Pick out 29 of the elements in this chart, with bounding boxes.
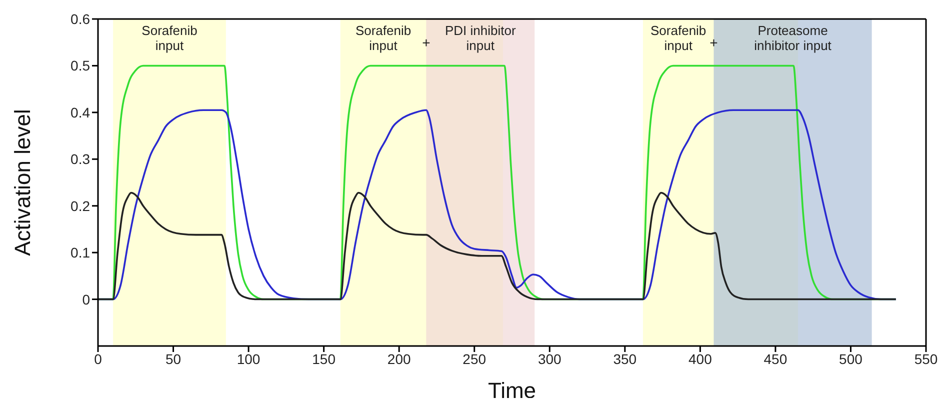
x-tick-label: 50 [165, 350, 182, 367]
x-tick-label: 250 [462, 350, 486, 367]
y-tick-label: 0.1 [70, 244, 90, 261]
x-tick-label: 400 [688, 350, 712, 367]
band-label: Sorafenib input [355, 23, 412, 53]
x-axis-title: Time [488, 378, 536, 401]
y-tick-label: 0.6 [70, 10, 90, 27]
y-tick-label: 0.3 [70, 151, 90, 168]
y-tick-label: 0.5 [70, 58, 90, 74]
line-series [98, 192, 897, 300]
annotation: + [710, 34, 718, 50]
x-tick-label: 500 [839, 350, 863, 367]
y-tick-label: 0.2 [70, 198, 90, 214]
band-label: Proteasome inhibitor input [754, 23, 832, 53]
band-label: Sorafenib input [650, 23, 706, 53]
y-tick-label: 0.4 [70, 104, 90, 120]
band-label: PDI inhibitor input [444, 23, 516, 53]
band-label: Sorafenib input [142, 23, 198, 53]
y-tick-label: 0 [82, 291, 90, 308]
x-tick-label: 450 [764, 350, 788, 367]
y-axis-title: Activation level [10, 109, 35, 256]
x-tick-label: 300 [538, 350, 562, 367]
x-tick-label: 100 [236, 350, 260, 367]
annotation: + [422, 34, 430, 50]
x-tick-label: 200 [387, 350, 411, 367]
x-tick-label: 150 [312, 350, 336, 367]
x-tick-label: 0 [94, 350, 102, 367]
x-tick-label: 550 [914, 350, 938, 367]
x-tick-label: 350 [613, 350, 637, 367]
